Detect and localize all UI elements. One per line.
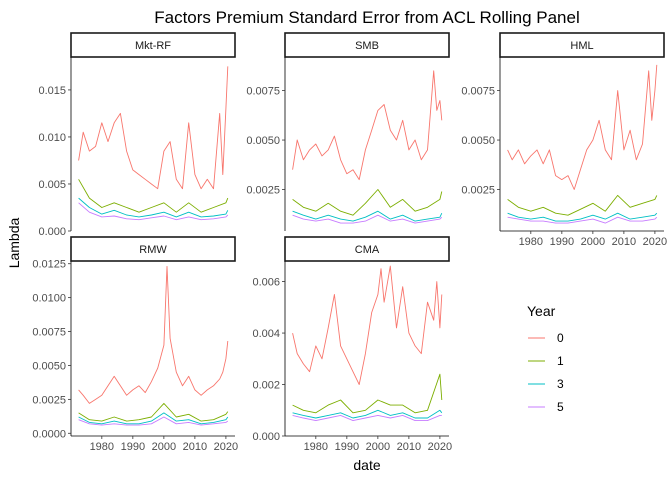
x-tick-label: 2020 [643,236,667,248]
y-tick-label: 0.005 [38,179,66,191]
y-tick-label: 0.004 [252,328,280,340]
y-tick-label: 0.002 [252,380,280,392]
y-tick-label: 0.000 [38,226,66,238]
facet-strip-label: HML [570,40,593,52]
x-axis-title: date [353,457,380,473]
panels-layer: Mkt-RF0.0000.0050.0100.015SMB0.00250.005… [32,32,667,453]
legend-label: 0 [557,331,564,345]
y-tick-label: 0.0075 [32,327,66,339]
facet-strip [284,32,450,58]
legend-label: 5 [557,400,564,414]
y-tick-label: 0.0075 [461,86,495,98]
y-tick-label: 0.015 [38,85,66,97]
series-group [292,70,443,224]
x-tick-label: 1980 [304,441,328,453]
series-line-year-3 [78,412,229,425]
x-tick-label: 1980 [519,236,543,248]
series-line-year-3 [292,409,443,419]
series-group [292,265,443,422]
panel-rmw: RMW 0.0000 0.0025 0.0050 0.0075 0.0100 0.0125 1… [32,236,238,453]
x-tick-label: 2020 [428,441,452,453]
legend-label: 3 [557,377,564,391]
y-tick-label: 0.0125 [32,259,66,271]
facet-strip-label: SMB [355,40,379,52]
facet-strip [70,32,236,58]
x-tick-label: 2010 [397,441,421,453]
series-line-year-1 [78,402,229,422]
x-tick-label: 2000 [152,441,176,453]
facet-strip [499,32,665,58]
series-line-year-3 [292,210,443,222]
series-line-year-5 [507,216,658,224]
facet-strip [70,236,236,262]
y-tick-label: 0.000 [252,431,280,443]
facet-strip-label: RMW [139,244,167,256]
chart-title: Factors Premium Standard Error from ACL … [154,8,579,27]
y-tick-label: 0.0100 [32,293,66,305]
y-tick-label: 0.0075 [246,86,280,98]
x-tick-label: 2010 [612,236,636,248]
x-tick-label: 1990 [335,441,359,453]
panel-hml: HML 0.0025 0.0050 0.0075 1980 1990 2000 2010 202… [461,32,667,248]
series-line-year-1 [292,189,443,216]
x-tick-label: 2010 [183,441,207,453]
facet-strip [284,236,450,262]
series-line-year-0 [292,70,443,181]
y-tick-label: 0.0025 [246,184,280,196]
panel-smb: SMB 0.0025 0.0050 0.0075 [246,32,450,231]
series-line-year-5 [78,416,229,426]
y-tick-label: 0.0050 [461,135,495,147]
series-line-year-1 [78,179,229,213]
x-tick-label: 2000 [366,441,390,453]
series-line-year-0 [78,66,229,190]
series-line-year-5 [78,202,229,221]
series-line-year-0 [507,64,658,190]
y-tick-label: 0.0000 [32,428,66,440]
y-tick-label: 0.0025 [32,394,66,406]
panel-mkt-rf: Mkt-RF 0.000 0.005 0.010 0.015 [38,32,236,238]
series-line-year-1 [507,194,658,216]
legend-title: Year [527,303,556,319]
series-line-year-3 [507,212,658,222]
y-tick-label: 0.0025 [461,184,495,196]
series-line-year-1 [292,373,443,414]
y-tick-label: 0.0050 [246,135,280,147]
series-line-year-0 [78,265,229,404]
x-tick-label: 1980 [90,441,114,453]
y-axis-title: Lambda [6,217,22,268]
legend: Year 0 1 3 5 [527,303,564,414]
facet-strip-label: Mkt-RF [135,40,171,52]
series-line-year-5 [292,414,442,422]
facet-strip-label: CMA [355,244,380,256]
series-line-year-0 [292,265,443,385]
x-tick-label: 2000 [581,236,605,248]
panel-cma: CMA 0.000 0.002 0.004 0.006 1980 1990 2000 2010 2… [252,236,452,453]
series-group [507,64,658,224]
series-line-year-5 [292,214,443,224]
x-tick-label: 2020 [214,441,238,453]
y-tick-label: 0.006 [252,277,280,289]
x-tick-label: 1990 [550,236,574,248]
series-group [78,66,229,221]
x-tick-label: 1990 [121,441,145,453]
y-tick-label: 0.010 [38,132,66,144]
legend-label: 1 [557,354,564,368]
y-tick-label: 0.0050 [32,360,66,372]
series-group [78,265,229,426]
series-line-year-3 [78,197,229,218]
